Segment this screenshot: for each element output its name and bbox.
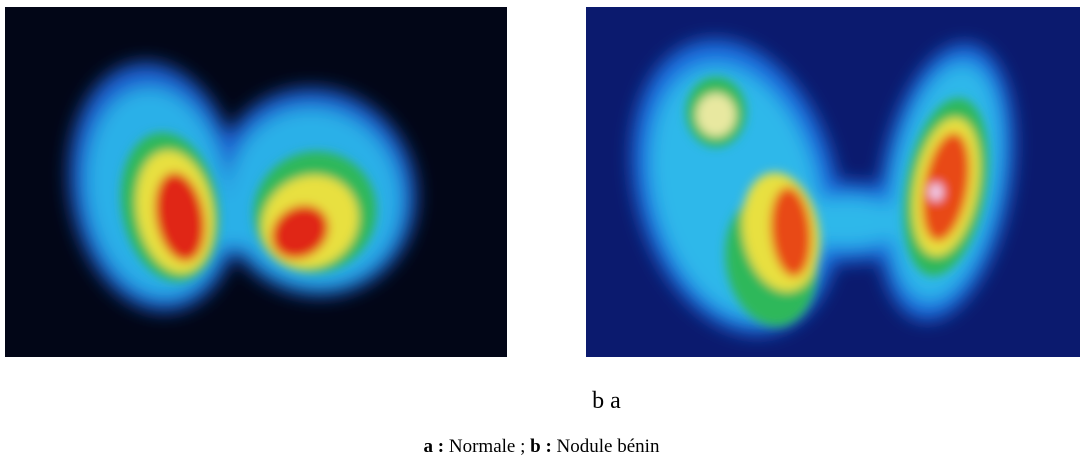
caption-key: b : [530, 436, 552, 457]
caption-key: a : [423, 436, 445, 457]
caption: a : Normale ; b : Nodule bénin [0, 436, 1083, 458]
scan-image-normal [5, 7, 507, 357]
scan-image-nodule [586, 7, 1080, 357]
panel-labels: b a [592, 388, 621, 414]
caption-text: Normale ; [448, 436, 526, 457]
caption-text: Nodule bénin [556, 436, 660, 457]
